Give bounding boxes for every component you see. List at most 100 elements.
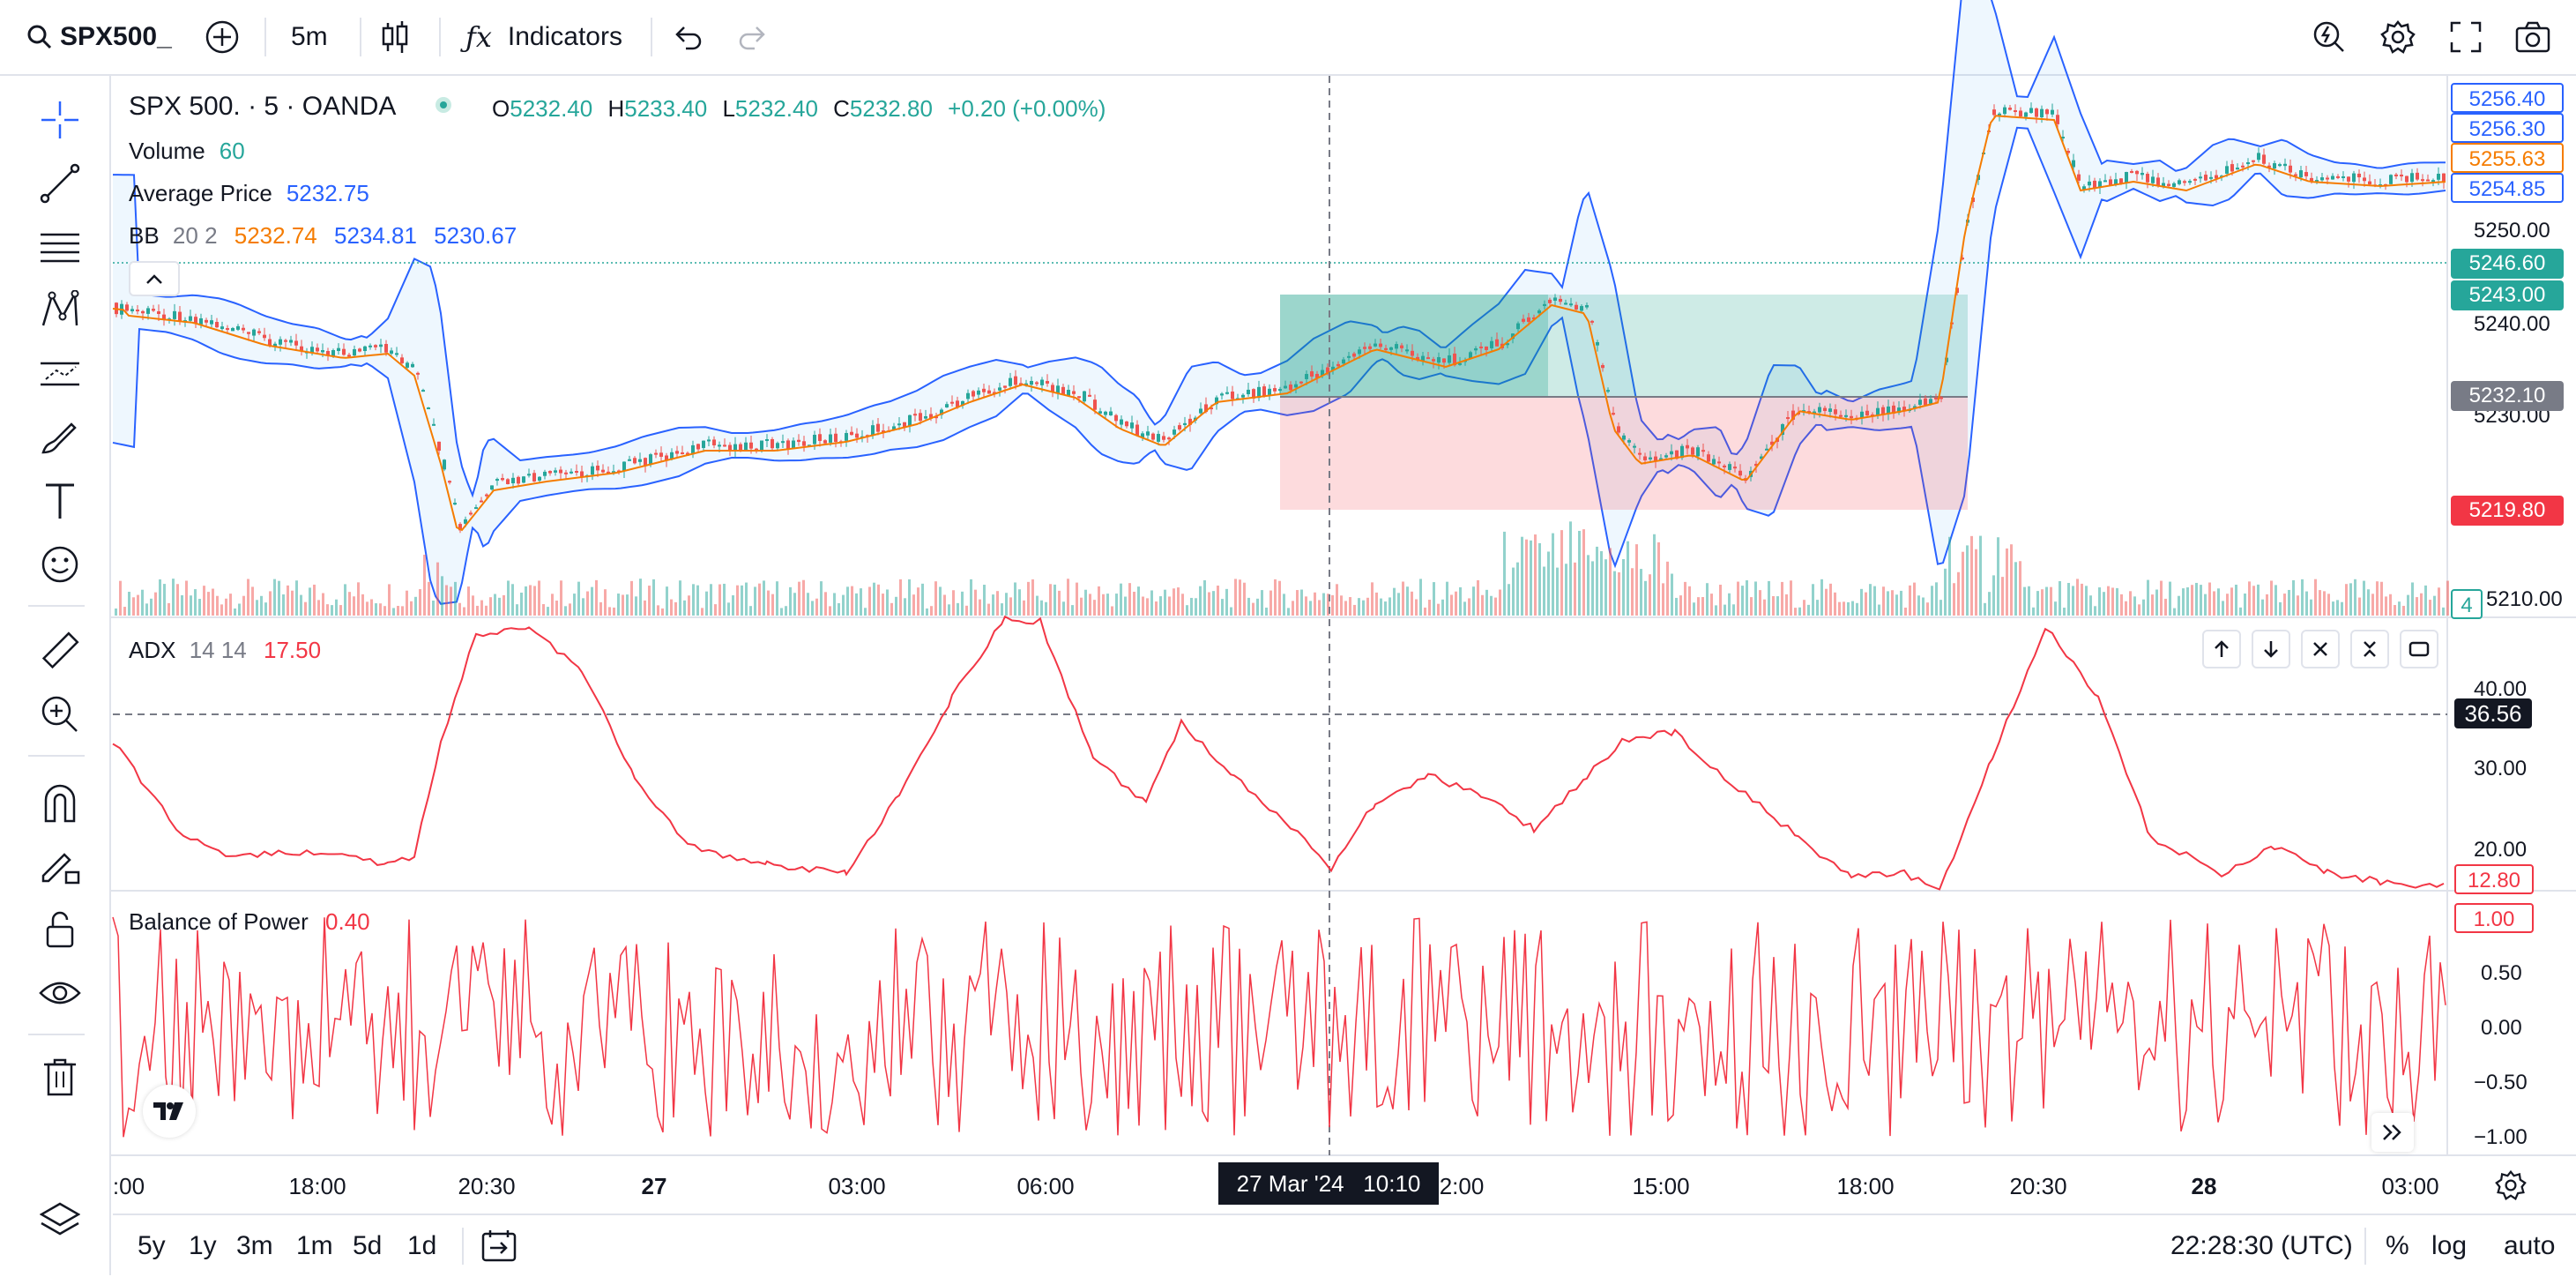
candle-body <box>966 392 970 400</box>
hide-drawings-tool[interactable] <box>34 968 86 1018</box>
volume-bar <box>163 584 166 616</box>
volume-bar <box>295 580 298 616</box>
emoji-tool[interactable] <box>34 540 86 589</box>
range-3m[interactable]: 3m <box>236 1231 273 1260</box>
fib-tool[interactable] <box>34 222 86 272</box>
adx-legend[interactable]: ADX 14 14 17.50 <box>129 637 322 663</box>
candle-body <box>273 343 277 347</box>
bb-legend[interactable]: BB 20 2 5232.74 5234.81 5230.67 <box>129 222 517 249</box>
pattern-tool[interactable] <box>34 286 86 335</box>
fullscreen-button[interactable] <box>2449 0 2483 74</box>
volume-bar <box>251 586 254 616</box>
scroll-to-realtime-button[interactable] <box>2371 1113 2414 1152</box>
candle-body <box>1083 391 1086 402</box>
volume-bar <box>2402 605 2405 616</box>
candle-body <box>977 390 980 395</box>
candle-body <box>2209 176 2213 179</box>
forecast-tool[interactable] <box>34 349 86 399</box>
volume-bar <box>1926 602 1929 616</box>
text-tool[interactable] <box>34 476 86 526</box>
remove-drawings-tool[interactable] <box>34 1053 86 1102</box>
volume-bar <box>1287 608 1290 616</box>
tradingview-logo[interactable] <box>143 1085 196 1138</box>
candle-body <box>532 473 536 482</box>
clock[interactable]: 22:28:30 (UTC) <box>2170 1231 2353 1260</box>
interval-button[interactable]: 5m <box>291 0 328 74</box>
axis-settings-button[interactable] <box>2495 1169 2527 1201</box>
redo-button[interactable] <box>737 0 769 74</box>
range-5d[interactable]: 5d <box>353 1231 383 1260</box>
avgprice-legend[interactable]: Average Price 5232.75 <box>129 180 369 206</box>
log-toggle[interactable]: log <box>2431 1231 2468 1260</box>
collapse-legend-button[interactable] <box>129 261 180 296</box>
volume-bar <box>1181 594 1184 616</box>
volume-bar <box>2349 583 2352 616</box>
quick-search-button[interactable] <box>2312 0 2347 74</box>
volume-bar <box>961 591 964 616</box>
volume-bar <box>1803 600 1805 616</box>
auto-toggle[interactable]: auto <box>2504 1231 2556 1260</box>
bop-legend[interactable]: Balance of Power 0.40 <box>129 908 370 935</box>
candle-body <box>776 443 779 449</box>
range-1m[interactable]: 1m <box>296 1231 333 1260</box>
candle-body <box>1770 441 1774 445</box>
volume-bar <box>1609 548 1612 616</box>
percent-toggle[interactable]: % <box>2386 1231 2409 1260</box>
candle-body <box>257 331 261 333</box>
change-value: +0.20 (+0.00%) <box>948 95 1106 122</box>
candle-body <box>289 340 293 343</box>
compare-button[interactable] <box>205 0 240 74</box>
volume-bar <box>1666 561 1669 616</box>
volume-bar <box>1331 594 1334 616</box>
pane-maximize-button[interactable] <box>2400 630 2438 668</box>
volume-bar <box>1045 601 1047 616</box>
indicators-button[interactable]: ƒx Indicators <box>465 0 622 74</box>
candle-body <box>1188 418 1192 425</box>
lock-drawing-tool[interactable] <box>34 841 86 891</box>
snapshot-button[interactable] <box>2514 0 2551 74</box>
camera-icon <box>2515 21 2550 53</box>
settings-button[interactable] <box>2380 0 2416 74</box>
candle-body <box>1135 424 1139 436</box>
range-1d[interactable]: 1d <box>407 1231 437 1260</box>
volume-bar <box>1851 601 1854 616</box>
crosshair-tool[interactable] <box>34 95 86 145</box>
measure-tool[interactable] <box>34 626 86 676</box>
range-5y[interactable]: 5y <box>138 1231 166 1260</box>
pane-close-button[interactable] <box>2301 630 2340 668</box>
zoom-tool[interactable] <box>34 690 86 739</box>
pane-move-up-button[interactable] <box>2202 630 2241 668</box>
candle-body <box>1326 367 1329 373</box>
candle-body <box>189 316 192 321</box>
candle-body <box>1130 422 1134 429</box>
brush-tool[interactable] <box>34 413 86 462</box>
candle-body <box>469 512 473 515</box>
lock-all-tool[interactable] <box>34 905 86 954</box>
volume-bar <box>1984 602 1986 616</box>
magnet-tool[interactable] <box>34 778 86 827</box>
object-tree-tool[interactable] <box>34 1196 86 1245</box>
close-icon <box>2313 642 2327 656</box>
volume-bar <box>1843 601 1845 616</box>
candle-body <box>2088 181 2091 186</box>
range-1y[interactable]: 1y <box>189 1231 217 1260</box>
symbol-search[interactable]: SPX500_ <box>26 0 172 74</box>
volume-bar <box>2411 582 2414 616</box>
pane-collapse-button[interactable] <box>2350 630 2389 668</box>
volume-bar <box>1102 594 1105 616</box>
pane-move-down-button[interactable] <box>2252 630 2290 668</box>
candle-body <box>1072 391 1076 394</box>
volume-bar <box>1437 603 1440 616</box>
price-tick: 5250.00 <box>2474 219 2550 243</box>
volume-bar <box>2001 577 2004 616</box>
trendline-tool[interactable] <box>34 159 86 208</box>
volume-bar <box>1111 606 1113 616</box>
goto-date-button[interactable] <box>480 1215 518 1277</box>
chart-type-button[interactable] <box>379 0 411 74</box>
volume-legend[interactable]: Volume 60 <box>129 138 245 164</box>
undo-button[interactable] <box>672 0 704 74</box>
volume-bar <box>2257 584 2260 616</box>
candle-body <box>416 372 420 375</box>
candle-body <box>1014 376 1017 385</box>
